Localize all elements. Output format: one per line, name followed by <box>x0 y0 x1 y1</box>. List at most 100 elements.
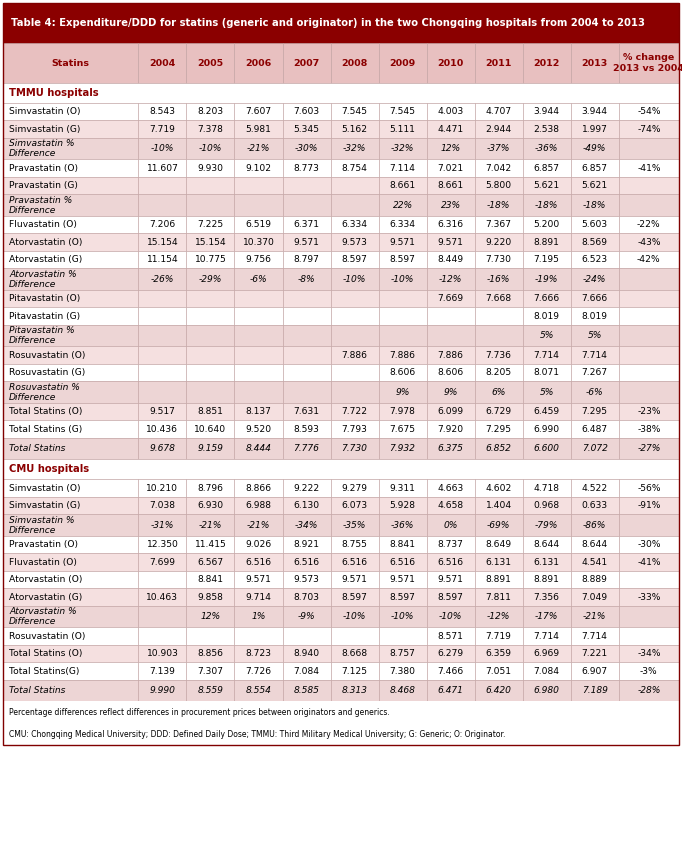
Text: -28%: -28% <box>637 686 661 695</box>
Bar <box>379 307 426 325</box>
Text: 7.114: 7.114 <box>389 164 415 173</box>
Text: 6.516: 6.516 <box>389 558 415 567</box>
Bar <box>138 514 186 536</box>
Bar <box>379 233 426 251</box>
Text: 5.200: 5.200 <box>533 220 560 229</box>
Bar <box>426 589 475 606</box>
Text: -10%: -10% <box>343 275 366 283</box>
Bar <box>426 160 475 177</box>
Bar <box>235 290 282 307</box>
Bar <box>475 606 522 628</box>
Bar <box>571 680 619 701</box>
Bar <box>475 382 522 403</box>
Bar <box>186 347 235 364</box>
Text: 6.516: 6.516 <box>438 558 464 567</box>
Bar <box>331 216 379 233</box>
Bar <box>331 160 379 177</box>
Text: 2005: 2005 <box>197 58 224 68</box>
Bar <box>522 307 571 325</box>
Bar <box>379 571 426 589</box>
Text: 7.978: 7.978 <box>389 407 415 416</box>
Text: 7.380: 7.380 <box>389 667 415 676</box>
Text: 6.519: 6.519 <box>246 220 271 229</box>
Bar <box>186 307 235 325</box>
Bar <box>186 216 235 233</box>
Bar <box>331 195 379 216</box>
Bar <box>186 403 235 420</box>
Bar <box>138 606 186 628</box>
Text: 7.730: 7.730 <box>342 444 368 453</box>
Bar <box>186 536 235 553</box>
Bar <box>235 138 282 160</box>
Bar <box>379 195 426 216</box>
Bar <box>331 268 379 290</box>
Text: 8.755: 8.755 <box>342 541 368 549</box>
Bar <box>138 43 186 83</box>
Text: 4.471: 4.471 <box>438 124 464 134</box>
Bar <box>235 438 282 459</box>
Bar <box>522 160 571 177</box>
Text: 8.597: 8.597 <box>389 255 415 264</box>
Bar <box>379 103 426 120</box>
Text: 8.585: 8.585 <box>293 686 319 695</box>
Bar <box>571 160 619 177</box>
Bar <box>379 268 426 290</box>
Bar <box>3 497 138 514</box>
Bar <box>138 216 186 233</box>
Bar <box>619 662 679 680</box>
Bar <box>619 43 679 83</box>
Text: Atorvastatin (O): Atorvastatin (O) <box>9 238 83 247</box>
Bar <box>3 177 138 195</box>
Bar <box>186 103 235 120</box>
Text: 8.754: 8.754 <box>342 164 368 173</box>
Bar <box>235 403 282 420</box>
Text: 8.649: 8.649 <box>486 541 512 549</box>
Text: 8.891: 8.891 <box>534 238 559 247</box>
Text: 1.404: 1.404 <box>486 501 512 510</box>
Bar <box>379 138 426 160</box>
Text: 5.111: 5.111 <box>389 124 415 134</box>
Text: Pitavastatin (O): Pitavastatin (O) <box>9 294 80 303</box>
Bar <box>138 268 186 290</box>
Bar <box>522 480 571 497</box>
Text: -19%: -19% <box>535 275 559 283</box>
Bar <box>186 138 235 160</box>
Text: 7.466: 7.466 <box>437 667 464 676</box>
Text: -35%: -35% <box>343 521 366 530</box>
Text: 8.661: 8.661 <box>389 181 415 190</box>
Text: 8.606: 8.606 <box>389 368 416 377</box>
Bar <box>235 177 282 195</box>
Bar <box>331 382 379 403</box>
Bar <box>282 382 331 403</box>
Text: 22%: 22% <box>393 201 413 210</box>
Text: -30%: -30% <box>295 145 318 153</box>
Bar <box>138 628 186 645</box>
Text: 6.852: 6.852 <box>486 444 512 453</box>
Bar <box>3 438 138 459</box>
Text: Simvastatin (G): Simvastatin (G) <box>9 501 80 510</box>
Text: -37%: -37% <box>487 145 510 153</box>
Bar <box>379 43 426 83</box>
Text: -31%: -31% <box>151 521 174 530</box>
Bar <box>3 701 679 723</box>
Text: 7.367: 7.367 <box>486 220 512 229</box>
Bar <box>475 177 522 195</box>
Bar <box>331 497 379 514</box>
Bar <box>186 497 235 514</box>
Bar <box>426 403 475 420</box>
Text: -49%: -49% <box>583 145 606 153</box>
Text: 5.981: 5.981 <box>246 124 271 134</box>
Bar <box>475 514 522 536</box>
Bar <box>426 628 475 645</box>
Text: Total Statins (G): Total Statins (G) <box>9 425 83 434</box>
Text: 4.003: 4.003 <box>437 107 464 116</box>
Bar <box>522 138 571 160</box>
Text: 8.444: 8.444 <box>246 444 271 453</box>
Bar <box>475 268 522 290</box>
Bar <box>235 497 282 514</box>
Text: 7.195: 7.195 <box>534 255 559 264</box>
Bar <box>331 680 379 701</box>
Text: 5%: 5% <box>539 332 554 340</box>
Text: -21%: -21% <box>583 613 606 621</box>
Bar <box>571 103 619 120</box>
